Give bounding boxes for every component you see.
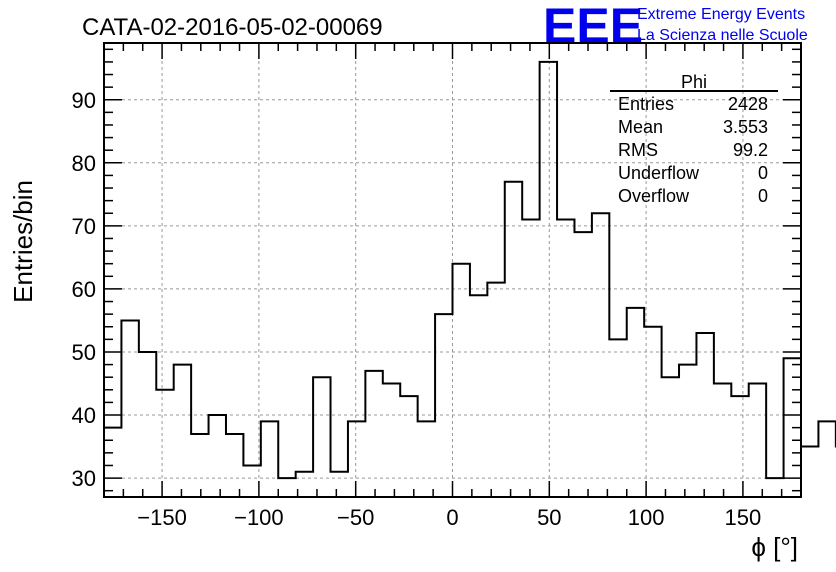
histogram-bin xyxy=(557,220,574,497)
stats-value-rms: 99.2 xyxy=(733,140,768,160)
x-tick-label: −50 xyxy=(337,505,374,530)
histogram-bin xyxy=(522,220,539,497)
histogram-bin xyxy=(313,377,330,497)
logo-line-1: Extreme Energy Events xyxy=(637,6,805,23)
histogram-bin xyxy=(261,421,278,497)
stats-name: Phi xyxy=(681,72,707,92)
histogram-bin xyxy=(470,295,487,497)
x-tick-label: 50 xyxy=(537,505,561,530)
stats-value-mean: 3.553 xyxy=(723,117,768,137)
stats-label-mean: Mean xyxy=(618,117,663,137)
histogram-bin xyxy=(139,352,156,497)
logo-line-2: La Scienza nelle Scuole xyxy=(637,27,808,44)
histogram-bin xyxy=(714,384,731,498)
x-tick-label: 0 xyxy=(446,505,458,530)
histogram-bin xyxy=(627,308,644,497)
histogram-bin xyxy=(487,283,504,497)
tick-labels: −150 −100 −50 0 50 100 150 30 40 50 60 70 80 90 xyxy=(72,88,762,530)
histogram-bin xyxy=(749,384,766,498)
histogram-bin xyxy=(104,428,121,497)
histogram-bin xyxy=(609,339,626,497)
stats-value-underflow: 0 xyxy=(758,163,768,183)
histogram-bin xyxy=(226,434,243,497)
histogram-bin xyxy=(540,62,557,497)
histogram-bin xyxy=(784,358,801,497)
histogram-outline xyxy=(104,60,836,480)
y-tick-label: 50 xyxy=(72,340,96,365)
y-tick-label: 80 xyxy=(72,151,96,176)
chart-title: CATA-02-2016-05-02-00069 xyxy=(82,14,383,41)
histogram-bin xyxy=(418,421,435,497)
histogram-bin xyxy=(662,377,679,497)
histogram-bin xyxy=(696,333,713,497)
histogram-bin xyxy=(435,314,452,497)
stats-label-underflow: Underflow xyxy=(618,163,700,183)
histogram-bin xyxy=(121,320,138,497)
histogram-bin xyxy=(505,182,522,497)
histogram-bin xyxy=(766,478,783,497)
histogram-bin xyxy=(174,365,191,497)
x-tick-label: 150 xyxy=(725,505,762,530)
y-tick-label: 90 xyxy=(72,88,96,113)
histogram-bin xyxy=(818,421,835,497)
histogram-bin xyxy=(365,371,382,497)
histogram-bin xyxy=(331,472,348,497)
stats-label-rms: RMS xyxy=(618,140,658,160)
logo-letters: EEE xyxy=(543,0,643,54)
histogram-bin xyxy=(574,232,591,497)
histogram-bin xyxy=(278,478,295,497)
y-tick-label: 60 xyxy=(72,277,96,302)
histogram-bin xyxy=(209,415,226,497)
stats-value-overflow: 0 xyxy=(758,186,768,206)
histogram-bin xyxy=(191,434,208,497)
stats-value-entries: 2428 xyxy=(728,94,768,114)
stats-label-overflow: Overflow xyxy=(618,186,690,206)
histogram-bin xyxy=(348,421,365,497)
histogram-bin xyxy=(296,472,313,497)
histogram-bin xyxy=(679,365,696,497)
x-tick-label: 100 xyxy=(628,505,665,530)
y-axis-title: Entries/bin xyxy=(8,180,38,303)
eee-logo: EEE Extreme Energy Events La Scienza nel… xyxy=(543,0,808,54)
histogram-bin xyxy=(453,264,470,497)
x-tick-label: −100 xyxy=(234,505,284,530)
x-tick-label: −150 xyxy=(137,505,187,530)
plot-frame xyxy=(103,42,802,498)
histogram-bin xyxy=(644,327,661,497)
histogram-bin xyxy=(383,384,400,498)
y-tick-label: 30 xyxy=(72,466,96,491)
y-tick-label: 40 xyxy=(72,403,96,428)
histogram-bin xyxy=(400,396,417,497)
histogram-bin xyxy=(731,396,748,497)
histogram-bin xyxy=(592,213,609,497)
stats-label-entries: Entries xyxy=(618,94,674,114)
histogram-bin xyxy=(156,390,173,497)
stats-box: Phi Entries 2428 Mean 3.553 RMS 99.2 Und… xyxy=(610,72,778,206)
histogram-bin xyxy=(801,447,818,497)
x-axis-title: ϕ [°] xyxy=(751,532,798,562)
y-tick-label: 70 xyxy=(72,214,96,239)
axis-ticks xyxy=(103,43,802,497)
histogram-bin xyxy=(243,465,260,497)
